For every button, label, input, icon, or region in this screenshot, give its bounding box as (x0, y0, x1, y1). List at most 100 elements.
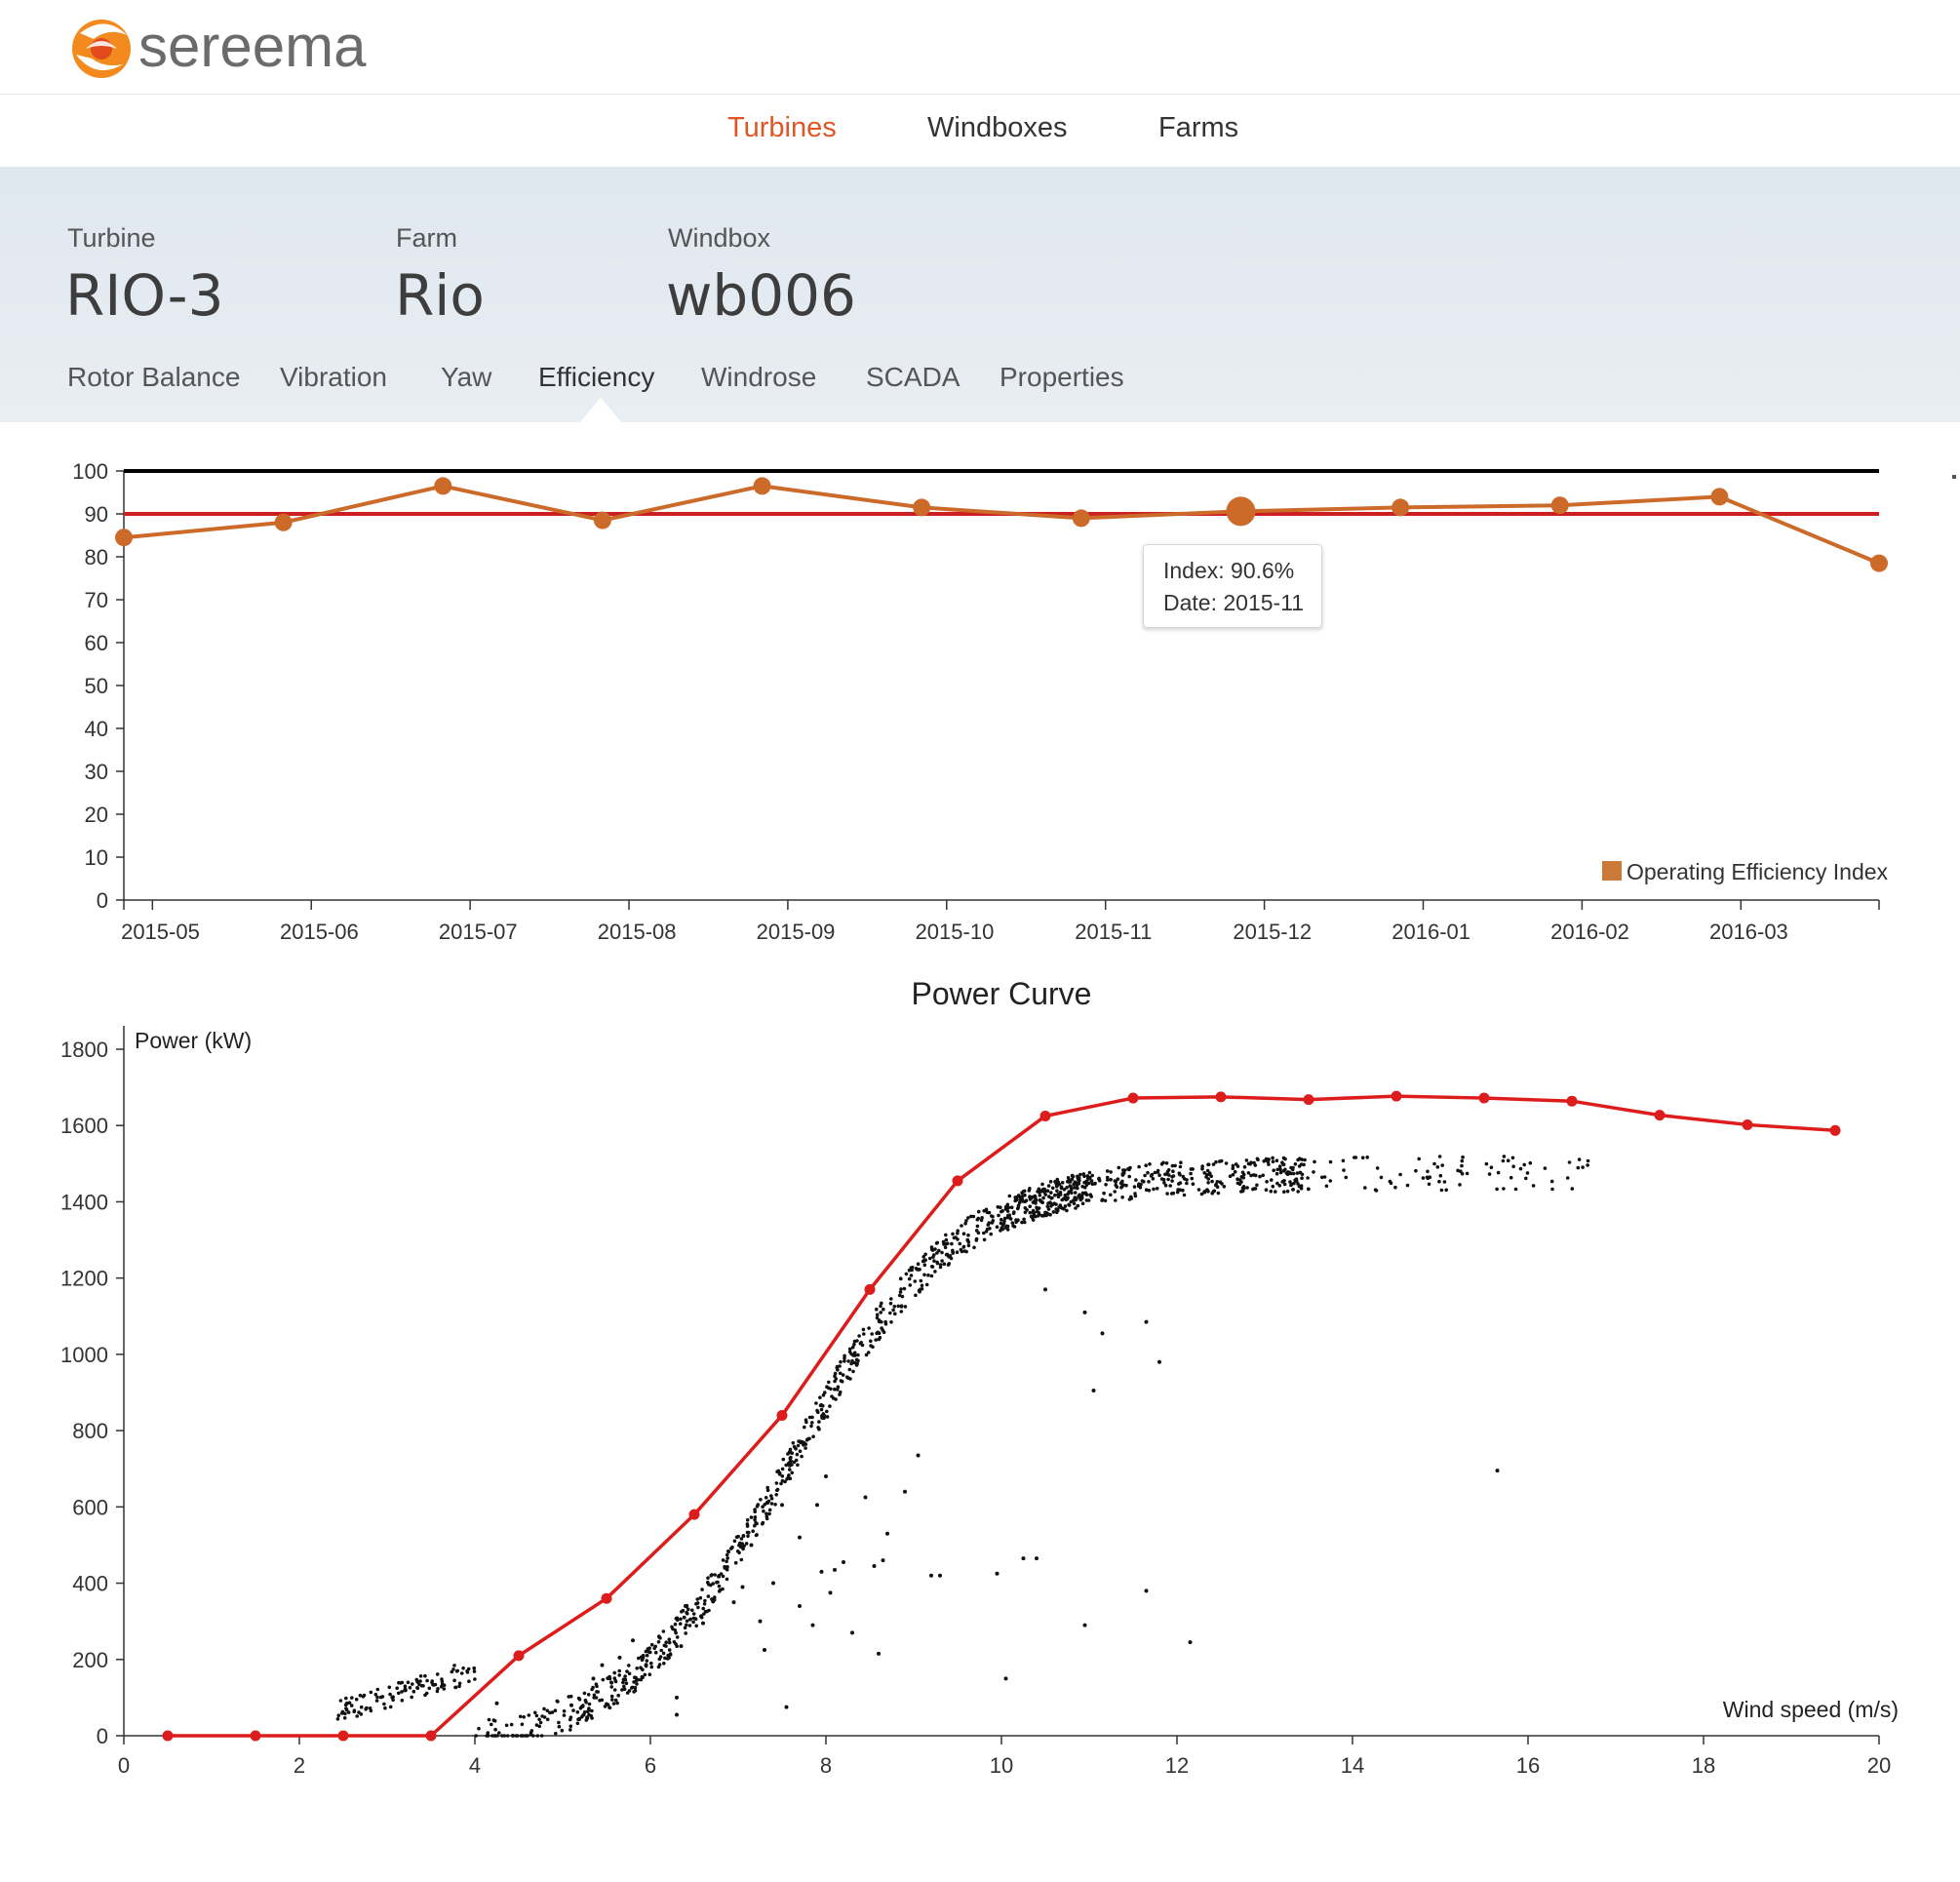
scatter-point (1146, 1170, 1150, 1175)
scatter-point (527, 1713, 531, 1717)
scatter-point (691, 1620, 695, 1625)
scatter-point (1031, 1210, 1036, 1215)
windbox-value[interactable]: wb006 (666, 262, 856, 329)
scatter-point (457, 1681, 462, 1686)
scatter-point (625, 1669, 629, 1673)
scatter-point (700, 1588, 704, 1591)
scatter-point (1291, 1188, 1295, 1192)
subtab-properties[interactable]: Properties (1000, 362, 1124, 392)
x-tick-label: 2015-08 (598, 920, 677, 944)
scatter-point (576, 1717, 580, 1722)
scatter-point (1181, 1174, 1186, 1179)
nav-windboxes[interactable]: Windboxes (927, 112, 1068, 143)
scatter-point (1215, 1180, 1220, 1184)
scatter-point (520, 1722, 525, 1727)
scatter-point (477, 1726, 481, 1731)
scatter-point (948, 1254, 953, 1258)
power-curve-point (1039, 1110, 1051, 1121)
scatter-point (1252, 1160, 1256, 1165)
scatter-point (933, 1270, 937, 1274)
scatter-point (984, 1207, 989, 1212)
scatter-point (601, 1677, 606, 1682)
scatter-point (888, 1311, 892, 1315)
subtab-rotor-balance[interactable]: Rotor Balance (67, 362, 241, 392)
scatter-point (1127, 1174, 1131, 1179)
scatter-point (980, 1216, 984, 1220)
scatter-point (938, 1265, 943, 1270)
scatter-point (938, 1573, 942, 1578)
scatter-point (611, 1702, 616, 1706)
scatter-point (649, 1661, 653, 1666)
scatter-point (964, 1219, 968, 1223)
scatter-point (1070, 1173, 1075, 1178)
x-tick-label: 2016-03 (1709, 920, 1788, 944)
scatter-point (882, 1307, 885, 1312)
scatter-point (1242, 1165, 1247, 1169)
scatter-point (1000, 1217, 1003, 1222)
scatter-point (771, 1581, 775, 1586)
subtab-efficiency[interactable]: Efficiency (538, 362, 655, 392)
scatter-point (859, 1341, 863, 1345)
scatter-point (1261, 1173, 1265, 1178)
scatter-point (1234, 1162, 1238, 1166)
scatter-point (535, 1734, 540, 1738)
scatter-point (671, 1627, 675, 1631)
scatter-point (1028, 1210, 1033, 1215)
efficiency-point (753, 477, 771, 495)
subtab-windrose[interactable]: Windrose (701, 362, 817, 392)
scatter-point (814, 1401, 818, 1405)
scatter-point (400, 1680, 405, 1685)
scatter-point (798, 1604, 802, 1609)
scatter-point (1570, 1187, 1575, 1191)
scatter-point (903, 1489, 907, 1494)
scatter-point (788, 1476, 793, 1481)
efficiency-chart: 0 10 20 30 40 50 60 70 80 90 100 2015-05 2015-06 2015… (72, 459, 1888, 944)
scatter-point (1060, 1181, 1065, 1185)
scatter-point (774, 1481, 779, 1485)
scatter-point (1487, 1172, 1492, 1176)
scatter-point (1275, 1181, 1279, 1186)
scatter-point (557, 1720, 561, 1725)
scatter-point (613, 1678, 617, 1683)
scatter-point (1062, 1188, 1067, 1192)
scatter-point (946, 1263, 951, 1267)
scatter-point (879, 1304, 882, 1309)
sereema-logo[interactable]: sereema (66, 10, 456, 88)
scatter-point (1147, 1189, 1152, 1193)
scatter-point (809, 1424, 813, 1429)
scatter-point (780, 1478, 785, 1483)
scatter-point (357, 1710, 361, 1714)
scatter-point (1246, 1171, 1251, 1175)
scatter-point (352, 1709, 357, 1713)
farm-value[interactable]: Rio (395, 262, 485, 329)
scatter-point (1255, 1183, 1259, 1188)
scatter-point (880, 1326, 883, 1330)
scatter-point (1432, 1161, 1436, 1166)
y-tick-label: 20 (85, 803, 108, 827)
scatter-point (735, 1549, 740, 1553)
scatter-point (505, 1734, 510, 1738)
scatter-point (1277, 1184, 1282, 1188)
scatter-point (1080, 1191, 1085, 1196)
scatter-point (982, 1231, 986, 1235)
scatter-point (435, 1689, 440, 1694)
scatter-point (867, 1326, 871, 1330)
scatter-point (610, 1698, 614, 1702)
scatter-point (1076, 1174, 1079, 1179)
scatter-point (1023, 1220, 1027, 1225)
scatter-point (663, 1656, 667, 1661)
subtab-vibration[interactable]: Vibration (280, 362, 388, 392)
scatter-point (466, 1666, 471, 1671)
nav-turbines[interactable]: Turbines (727, 112, 837, 143)
scatter-point (828, 1590, 833, 1595)
subtab-scada[interactable]: SCADA (866, 362, 960, 392)
scatter-point (1218, 1180, 1223, 1184)
scatter-point (1528, 1160, 1533, 1165)
scatter-point (645, 1659, 649, 1663)
scatter-point (1109, 1170, 1113, 1174)
scatter-point (633, 1685, 638, 1690)
scatter-point (1069, 1199, 1074, 1204)
nav-farms[interactable]: Farms (1158, 112, 1239, 143)
subtab-yaw[interactable]: Yaw (441, 362, 492, 392)
scatter-point (916, 1262, 921, 1266)
